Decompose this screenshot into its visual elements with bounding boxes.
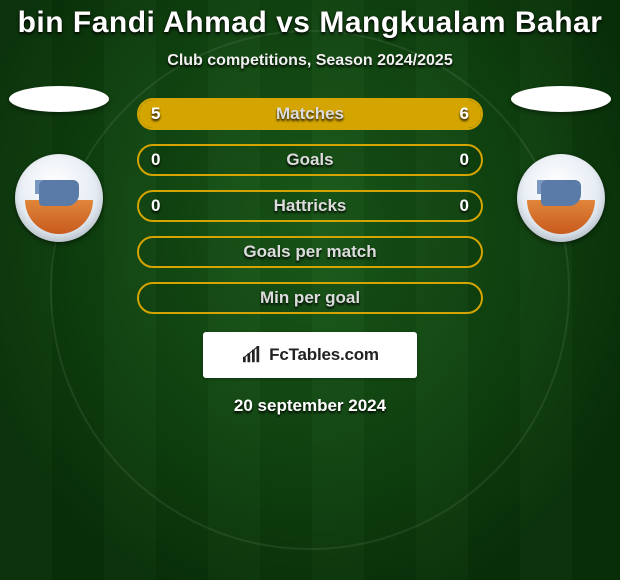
club-badge-left-icon bbox=[15, 154, 103, 242]
page-subtitle: Club competitions, Season 2024/2025 bbox=[0, 52, 620, 70]
stats-area: Matches 5 6 Goals 0 0 Hattricks 0 0 Goals per mat… bbox=[0, 98, 620, 314]
stat-value-right: 0 bbox=[460, 196, 469, 216]
branding-text: FcTables.com bbox=[269, 345, 379, 365]
stat-label: Goals bbox=[286, 150, 333, 170]
player-left-column bbox=[4, 86, 114, 242]
jersey-left-icon bbox=[9, 86, 109, 112]
stat-fill-left bbox=[139, 100, 295, 128]
stat-value-right: 6 bbox=[460, 104, 469, 124]
page-title: bin Fandi Ahmad vs Mangkualam Bahar bbox=[0, 6, 620, 40]
footer-date: 20 september 2024 bbox=[0, 396, 620, 416]
stat-row-hattricks: Hattricks 0 0 bbox=[137, 190, 483, 222]
stat-value-left: 0 bbox=[151, 150, 160, 170]
player-right-column bbox=[506, 86, 616, 242]
stat-value-left: 5 bbox=[151, 104, 160, 124]
stat-row-matches: Matches 5 6 bbox=[137, 98, 483, 130]
stat-label: Matches bbox=[276, 104, 344, 124]
jersey-right-icon bbox=[511, 86, 611, 112]
branding-chart-icon bbox=[241, 346, 263, 364]
branding-badge: FcTables.com bbox=[203, 332, 417, 378]
stat-rows: Matches 5 6 Goals 0 0 Hattricks 0 0 Goals per mat… bbox=[137, 98, 483, 314]
stat-label: Hattricks bbox=[274, 196, 347, 216]
stat-value-right: 0 bbox=[460, 150, 469, 170]
stat-value-left: 0 bbox=[151, 196, 160, 216]
stat-row-goals: Goals 0 0 bbox=[137, 144, 483, 176]
club-badge-right-icon bbox=[517, 154, 605, 242]
stat-label: Min per goal bbox=[260, 288, 360, 308]
comparison-card: bin Fandi Ahmad vs Mangkualam Bahar Club… bbox=[0, 0, 620, 416]
stat-label: Goals per match bbox=[243, 242, 376, 262]
stat-row-gpm: Goals per match bbox=[137, 236, 483, 268]
stat-row-mpg: Min per goal bbox=[137, 282, 483, 314]
